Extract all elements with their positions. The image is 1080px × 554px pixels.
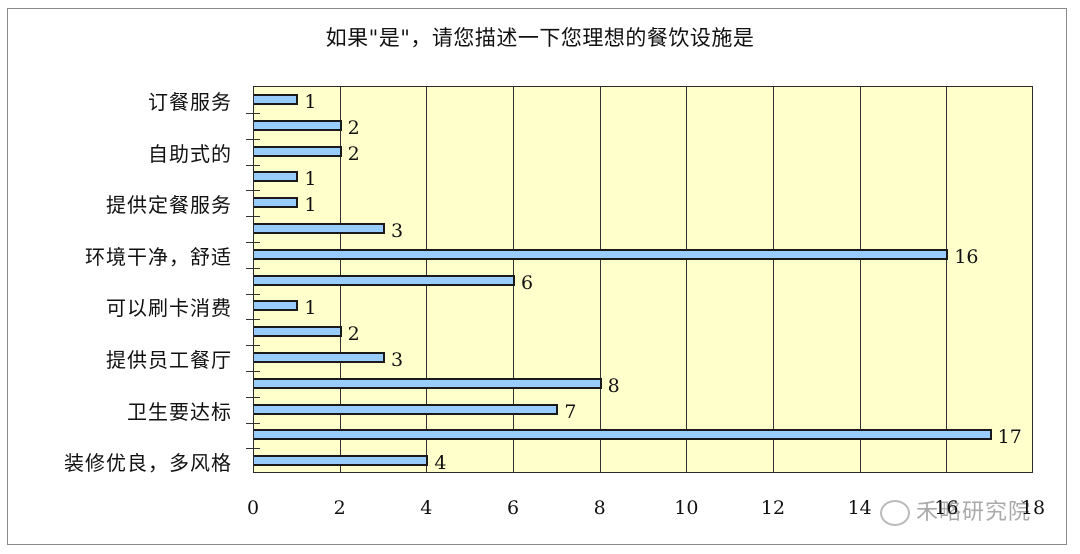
data-label: 16 [954, 245, 979, 268]
category-label: 可以刷卡消费 [106, 296, 232, 321]
bar [254, 300, 299, 312]
data-label: 2 [347, 142, 360, 165]
bar [254, 377, 602, 389]
category-label: 提供定餐服务 [106, 193, 232, 218]
watermark-text: 禾略研究院 [916, 500, 1032, 525]
y-tick [246, 190, 260, 192]
category-label: 自助式的 [148, 141, 232, 166]
y-tick [246, 216, 260, 218]
bar [254, 94, 299, 105]
data-label: 17 [997, 426, 1022, 449]
data-label: 2 [347, 116, 360, 139]
category-label: 装修优良，多风格 [64, 451, 232, 476]
plot-area: 1 2 2 1 1 3 16 6 1 2 3 8 7 17 4 [246, 86, 1033, 475]
data-label: 4 [434, 452, 447, 475]
bar [254, 223, 385, 234]
y-tick [246, 370, 260, 372]
gridline [773, 87, 774, 472]
data-label: 3 [391, 349, 404, 371]
bar [254, 455, 429, 467]
bar [254, 403, 559, 415]
bar [254, 119, 342, 131]
y-tick [246, 422, 260, 424]
x-tick-label: 10 [674, 497, 699, 519]
x-tick-label: 2 [333, 497, 346, 519]
data-label: 7 [564, 400, 577, 423]
x-tick-label: 16 [934, 497, 959, 519]
x-tick-label: 18 [1020, 497, 1046, 519]
category-label: 提供员工餐厅 [106, 348, 232, 372]
bar [254, 145, 342, 157]
data-label: 2 [347, 323, 360, 346]
data-label: 8 [607, 374, 620, 397]
bar [254, 274, 515, 286]
gridline [859, 87, 861, 472]
category-label: 订餐服务 [148, 90, 232, 114]
gridline [599, 87, 601, 472]
watermark: 禾略研究院 [880, 494, 1031, 526]
bar [254, 326, 342, 338]
y-tick [246, 112, 260, 114]
gridline [946, 87, 948, 472]
bar [254, 171, 299, 183]
wechat-icon [880, 500, 910, 526]
data-label: 6 [521, 271, 534, 294]
y-tick [246, 267, 260, 269]
chart-title: 如果"是"，请您描述一下您理想的餐饮设施是 [325, 26, 755, 50]
category-label: 卫生要达标 [127, 399, 232, 424]
y-tick [246, 293, 260, 295]
x-tick-label: 8 [593, 497, 606, 519]
data-label: 1 [304, 168, 317, 191]
y-tick [246, 396, 260, 398]
data-label: 1 [304, 297, 317, 320]
data-label: 3 [391, 220, 404, 242]
category-label: 环境干净，舒适 [85, 244, 232, 269]
y-tick [246, 241, 260, 243]
y-tick [246, 138, 260, 140]
x-tick-label: 0 [246, 497, 260, 519]
y-tick [246, 345, 260, 347]
bar [254, 248, 949, 260]
gridline [686, 87, 688, 472]
x-tick-label: 12 [760, 497, 786, 519]
x-tick-label: 6 [506, 497, 520, 519]
x-tick-label: 14 [847, 497, 872, 519]
bar [254, 352, 385, 363]
data-label: 1 [304, 91, 317, 113]
y-tick [246, 319, 260, 321]
y-tick [246, 164, 260, 166]
bar [254, 197, 299, 209]
data-label: 1 [304, 194, 317, 217]
x-tick-label: 4 [420, 497, 433, 519]
y-tick [246, 448, 260, 450]
bar [254, 429, 992, 441]
